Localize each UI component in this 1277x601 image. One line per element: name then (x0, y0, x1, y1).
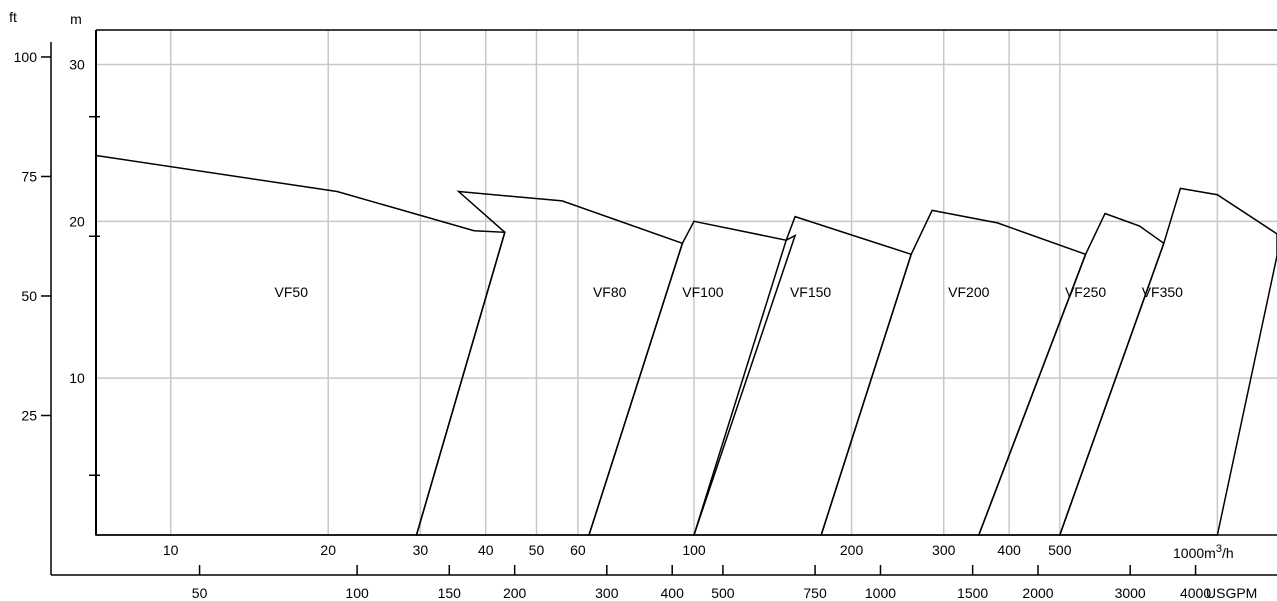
y-tick-label-ft: 25 (21, 407, 37, 423)
x-tick-label-usgpm: 750 (803, 585, 827, 601)
x-tick-label-usgpm: 1000 (865, 585, 896, 601)
x-tick-label-m3h: 100 (682, 542, 706, 558)
x-tick-label-m3h: 30 (413, 542, 429, 558)
x-tick-label-usgpm: 300 (595, 585, 619, 601)
y-tick-label-m: 20 (69, 213, 85, 229)
pump-area-vf80 (415, 190, 684, 536)
grid-lines (96, 30, 1277, 535)
ft-unit-label: ft (9, 9, 17, 25)
pump-label-vf150: VF150 (790, 284, 831, 300)
plot-frame (95, 29, 1277, 536)
x-tick-label-usgpm: 4000 (1180, 585, 1211, 601)
pump-operating-areas: VF50 VF80 VF100 VF150 VF200 VF250 VF350 (95, 154, 1277, 536)
x-tick-label-m3h: 50 (529, 542, 545, 558)
pump-label-vf50: VF50 (275, 284, 309, 300)
pump-label-vf100: VF100 (682, 284, 723, 300)
m3h-unit-prefix: 1000m (1173, 545, 1216, 561)
m3h-unit-superscript: 3 (1216, 543, 1222, 555)
pump-label-vf250: VF250 (1065, 284, 1106, 300)
x-tick-label-usgpm: 1500 (957, 585, 988, 601)
pump-label-vf80: VF80 (593, 284, 627, 300)
pump-area-vf50 (95, 154, 506, 536)
x-tick-label-usgpm: 400 (661, 585, 685, 601)
x-tick-label-usgpm: 500 (711, 585, 735, 601)
pump-label-vf200: VF200 (948, 284, 989, 300)
m3h-unit-label: 1000m3/h (1173, 543, 1234, 561)
y-tick-label-ft: 75 (21, 168, 37, 184)
pump-area-vf350 (1058, 187, 1277, 536)
x-tick-label-usgpm: 200 (503, 585, 527, 601)
x-tick-label-m3h: 400 (997, 542, 1021, 558)
y-tick-label-ft: 100 (14, 49, 38, 65)
x-tick-label-m3h: 500 (1048, 542, 1072, 558)
x-tick-label-m3h: 10 (163, 542, 179, 558)
x-tick-label-m3h: 200 (840, 542, 864, 558)
pump-area-vf250 (977, 212, 1165, 536)
m-unit-label: m (70, 11, 82, 27)
x-tick-label-m3h: 300 (932, 542, 956, 558)
y-tick-label-ft: 50 (21, 288, 37, 304)
axes: ft m USGPM 1000m3/h 10 20 30 40 50 60 100 200 30… (9, 9, 1277, 601)
pump-area-vf150 (692, 215, 913, 536)
m3h-unit-suffix: /h (1222, 545, 1234, 561)
x-tick-label-usgpm: 100 (345, 585, 369, 601)
x-tick-label-m3h: 20 (320, 542, 336, 558)
pump-area-vf200 (820, 209, 1087, 536)
y-tick-label-m: 10 (69, 370, 85, 386)
y-tick-label-m: 30 (69, 57, 85, 73)
x-tick-label-m3h: 40 (478, 542, 494, 558)
x-tick-label-usgpm: 3000 (1115, 585, 1146, 601)
x-tick-label-usgpm: 2000 (1022, 585, 1053, 601)
pump-label-vf350: VF350 (1142, 284, 1183, 300)
x-tick-label-usgpm: 150 (438, 585, 462, 601)
x-tick-label-m3h: 60 (570, 542, 586, 558)
x-tick-label-usgpm: 50 (192, 585, 208, 601)
usgpm-unit-label: USGPM (1206, 585, 1257, 601)
